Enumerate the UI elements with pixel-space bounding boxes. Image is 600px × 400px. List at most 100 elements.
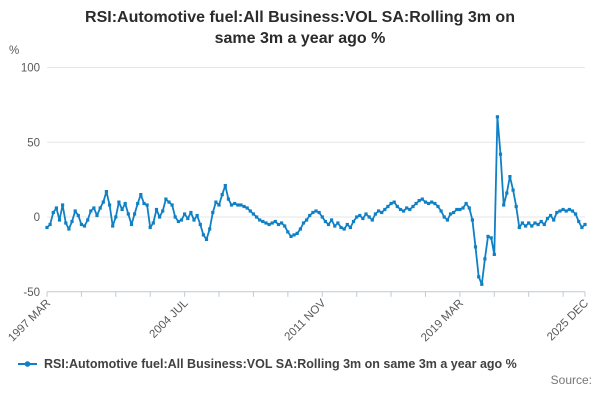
data-point-marker: [524, 224, 528, 228]
data-point-marker: [345, 222, 349, 227]
data-point-marker: [314, 209, 318, 213]
data-point-marker: [377, 209, 381, 213]
data-point-marker: [383, 207, 387, 212]
data-point-marker: [411, 204, 415, 209]
data-point-marker: [51, 210, 55, 215]
data-point-marker: [86, 218, 90, 222]
data-point-marker: [280, 221, 284, 225]
data-point-marker: [108, 203, 112, 207]
data-point-marker: [261, 219, 265, 224]
data-point-marker: [186, 216, 190, 221]
data-point-marker: [123, 201, 127, 206]
data-point-marker: [420, 197, 424, 201]
data-point-marker: [298, 227, 302, 231]
data-point-marker: [486, 234, 490, 238]
data-point-marker: [549, 213, 553, 218]
data-point-marker: [433, 201, 437, 206]
data-point-marker: [333, 224, 337, 228]
data-point-marker: [470, 218, 474, 222]
data-point-marker: [498, 152, 503, 156]
source-label: Source:: [550, 373, 592, 387]
data-point-marker: [508, 175, 512, 179]
data-point-marker: [133, 212, 137, 216]
data-point-marker: [558, 209, 562, 213]
data-point-marker: [552, 218, 556, 222]
data-point-marker: [117, 200, 121, 204]
x-axis: [46, 291, 586, 297]
data-point-marker: [70, 219, 74, 224]
data-point-marker: [430, 200, 434, 204]
legend-line-marker-icon: [18, 361, 37, 367]
data-point-marker: [289, 234, 293, 238]
data-point-marker: [380, 210, 384, 215]
data-point-marker: [267, 222, 271, 227]
data-point-marker: [45, 225, 49, 230]
data-point-marker: [330, 218, 334, 222]
data-point-marker: [570, 209, 575, 213]
data-point-marker: [270, 221, 274, 225]
data-point-marker: [48, 222, 52, 227]
data-point-marker: [251, 212, 255, 216]
data-point-marker: [373, 212, 377, 216]
data-point-marker: [114, 215, 118, 219]
data-point-marker: [145, 203, 149, 207]
data-point-marker: [139, 193, 143, 197]
data-point-marker: [336, 221, 340, 225]
data-point-marker: [467, 206, 471, 210]
data-point-marker: [423, 200, 428, 204]
svg-text:2025 DEC: 2025 DEC: [545, 297, 591, 343]
data-point-marker: [233, 201, 237, 206]
data-point-marker: [458, 207, 462, 212]
data-point-marker: [351, 219, 356, 224]
data-point-marker: [189, 210, 193, 215]
svg-text:2019 MAR: 2019 MAR: [419, 297, 466, 344]
data-point-marker: [195, 213, 199, 218]
data-point-marker: [67, 227, 71, 231]
data-point-marker: [527, 221, 531, 225]
data-point-marker: [326, 222, 331, 227]
data-point-marker: [452, 210, 456, 215]
data-point-marker: [98, 206, 102, 210]
data-point-marker: [473, 245, 478, 249]
data-point-marker: [201, 233, 205, 237]
data-point-marker: [442, 215, 446, 219]
data-point-marker: [136, 201, 140, 206]
data-point-marker: [364, 212, 368, 216]
data-point-marker: [492, 252, 496, 256]
data-point-marker: [142, 201, 146, 206]
gridlines: [47, 67, 585, 218]
data-point-marker: [173, 215, 177, 219]
data-point-marker: [311, 210, 315, 215]
chart-title: RSI:Automotive fuel:All Business:VOL SA:…: [0, 7, 600, 49]
data-point-marker: [161, 209, 165, 213]
data-point-marker: [564, 209, 568, 213]
data-point-marker: [57, 218, 62, 222]
data-point-marker: [355, 215, 359, 219]
data-point-marker: [198, 222, 202, 227]
data-point-marker: [301, 221, 306, 225]
data-point-marker: [405, 206, 409, 210]
svg-text:100: 100: [21, 63, 40, 75]
data-point-marker: [320, 215, 324, 219]
data-point-marker: [489, 236, 493, 240]
data-point-marker: [464, 201, 468, 206]
data-point-marker: [342, 227, 346, 231]
legend: RSI:Automotive fuel:All Business:VOL SA:…: [18, 357, 517, 371]
data-point-marker: [76, 213, 80, 218]
chart-title-line2: same 3m a year ago %: [214, 30, 386, 48]
data-series: [45, 115, 587, 286]
data-point-marker: [417, 199, 421, 203]
data-point-marker: [583, 222, 587, 227]
data-point-marker: [574, 212, 578, 216]
data-point-marker: [514, 204, 518, 209]
data-point-marker: [89, 209, 93, 213]
data-point-marker: [286, 230, 290, 234]
data-point-marker: [214, 200, 218, 204]
data-point-marker: [292, 233, 296, 237]
data-point-marker: [79, 222, 83, 227]
y-tick-labels: 100 50 0 -50: [21, 63, 40, 299]
data-point-marker: [258, 218, 262, 222]
data-point-marker: [239, 203, 243, 207]
